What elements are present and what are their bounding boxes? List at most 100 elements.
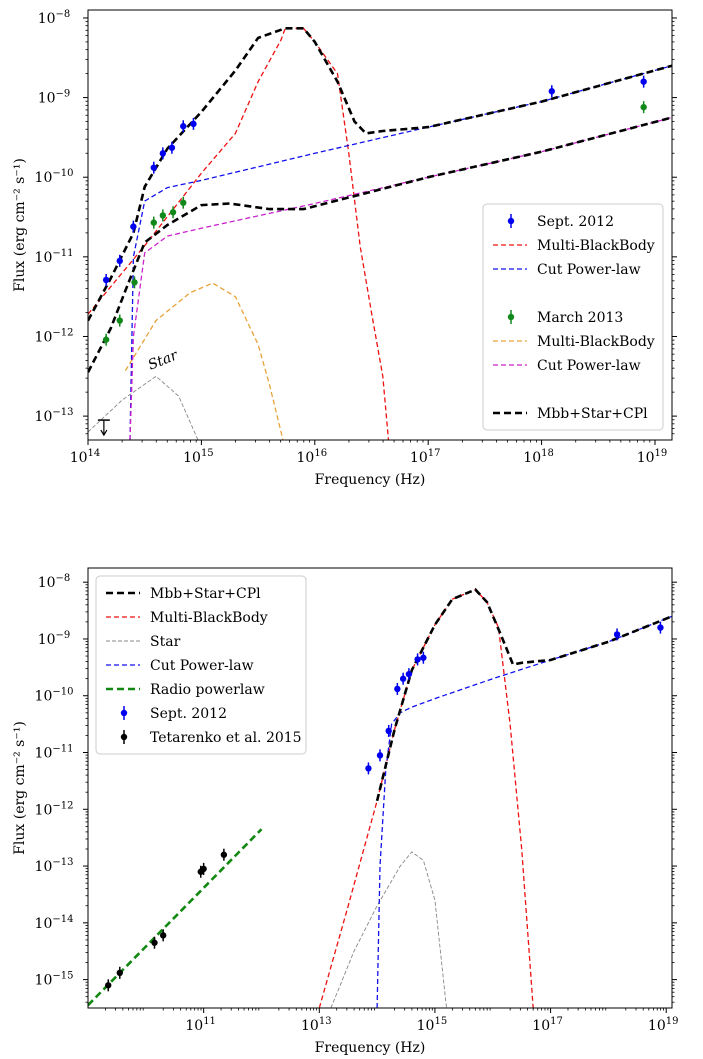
y-tick-label: 10−10 — [35, 687, 74, 705]
data-point — [385, 727, 392, 735]
series-line-4 — [330, 851, 447, 1008]
y-tick-label: 10−15 — [35, 971, 74, 989]
x-tick-label: 1016 — [297, 448, 328, 466]
data-point — [130, 223, 137, 230]
panel-top: Star 1014 1015 1016 1017 1018 1019 10−8 10−9 10−1… — [12, 9, 677, 488]
legend-label: Tetarenko et al. 2015 — [150, 730, 302, 746]
upper-limit-arrow — [100, 429, 108, 437]
series-line-5 — [376, 615, 672, 1008]
data-point — [405, 670, 413, 678]
y-tick-label: 10−11 — [35, 744, 74, 762]
data-point — [131, 279, 138, 286]
data-point — [414, 656, 421, 663]
series-line-4 — [124, 282, 284, 440]
data-point — [640, 78, 647, 85]
data-point — [420, 654, 427, 661]
series-line-8 — [88, 116, 672, 373]
data-point — [180, 199, 187, 206]
axes-frame — [87, 567, 673, 1009]
data-point — [613, 631, 621, 638]
series-line-7 — [88, 27, 672, 322]
y-tick-label: 10−13 — [35, 407, 74, 425]
x-tick-label: 1015 — [183, 448, 214, 466]
data-point — [168, 144, 176, 151]
data-point — [376, 752, 384, 759]
data-point — [102, 276, 110, 284]
x-axis-label: Frequency (Hz) — [315, 472, 426, 488]
data-point — [657, 624, 664, 631]
legend-label: Star — [150, 634, 181, 650]
legend-marker — [120, 733, 128, 741]
data-point — [365, 765, 372, 772]
panel-bottom: 1011 1013 1015 1017 1019 10−8 10−9 10−10 10−11 10… — [12, 567, 679, 1056]
data-point — [151, 939, 158, 946]
legend-label: Multi-BlackBody — [537, 238, 655, 254]
data-point — [159, 212, 167, 219]
x-tick-label: 1011 — [185, 1016, 216, 1034]
x-tick-label: 1019 — [637, 448, 668, 466]
data-point — [394, 685, 401, 693]
legend-box — [482, 203, 664, 431]
y-tick-label: 10−11 — [35, 248, 74, 266]
x-tick-label: 1013 — [301, 1016, 332, 1034]
legend-label: Mbb+Star+CPl — [150, 586, 261, 602]
x-tick-label: 1014 — [70, 448, 101, 466]
y-tick-label: 10−13 — [35, 857, 74, 875]
x-tick-label: 1018 — [523, 448, 554, 466]
plot-area — [88, 588, 672, 1008]
data-point — [190, 120, 197, 128]
x-tick-label: 1017 — [410, 448, 441, 466]
data-point — [116, 257, 123, 265]
data-point — [169, 209, 177, 216]
legend-label: Cut Power-law — [537, 358, 641, 374]
legend-label: Sept. 2012 — [150, 706, 227, 722]
y-tick-label: 10−14 — [35, 914, 74, 932]
legend-marker — [507, 313, 515, 321]
x-axis-label: Frequency (Hz) — [315, 1040, 426, 1056]
data-point — [220, 851, 228, 858]
y-tick-label: 10−10 — [35, 168, 74, 186]
y-axis-label: Flux (erg cm⁻² s⁻¹) — [12, 721, 28, 855]
legend-label: March 2013 — [537, 310, 623, 326]
y-tick-label: 10−9 — [38, 630, 71, 648]
y-tick-label: 10−12 — [35, 327, 74, 345]
legend-label: Sept. 2012 — [537, 214, 614, 230]
data-point — [116, 317, 123, 324]
data-point — [159, 932, 167, 939]
axes-frame — [87, 9, 673, 441]
legend-box — [95, 575, 307, 755]
data-point — [150, 219, 157, 226]
data-point — [548, 88, 555, 95]
data-point — [399, 675, 407, 682]
data-point — [105, 982, 112, 989]
legend-marker — [507, 217, 515, 225]
data-point — [102, 336, 110, 343]
legend-label: Radio powerlaw — [150, 682, 265, 698]
data-point — [640, 103, 647, 111]
data-point — [200, 865, 207, 873]
y-tick-label: 10−8 — [38, 573, 71, 591]
y-tick-label: 10−12 — [35, 800, 74, 818]
plot-area — [88, 27, 672, 440]
series-line-6 — [375, 588, 672, 802]
data-point — [180, 123, 187, 130]
data-point — [116, 969, 124, 976]
x-tick-label: 1017 — [532, 1016, 563, 1034]
x-tick-label: 1019 — [648, 1016, 679, 1034]
series-line-3 — [318, 588, 534, 1008]
y-axis-label: Flux (erg cm⁻² s⁻¹) — [12, 158, 28, 292]
legend-label: Cut Power-law — [537, 262, 641, 278]
legend-marker — [120, 709, 128, 717]
series-line-6 — [88, 375, 199, 440]
data-point — [159, 150, 167, 157]
star-annotation: Star — [146, 347, 181, 374]
legend-label: Cut Power-law — [150, 658, 254, 674]
data-point — [150, 164, 157, 171]
x-tick-label: 1015 — [417, 1016, 448, 1034]
legend-label: Multi-BlackBody — [150, 610, 268, 626]
legend-label: Mbb+Star+CPl — [537, 406, 648, 422]
y-tick-label: 10−8 — [38, 9, 71, 27]
y-tick-label: 10−9 — [38, 89, 71, 107]
series-line-0 — [88, 828, 263, 1007]
